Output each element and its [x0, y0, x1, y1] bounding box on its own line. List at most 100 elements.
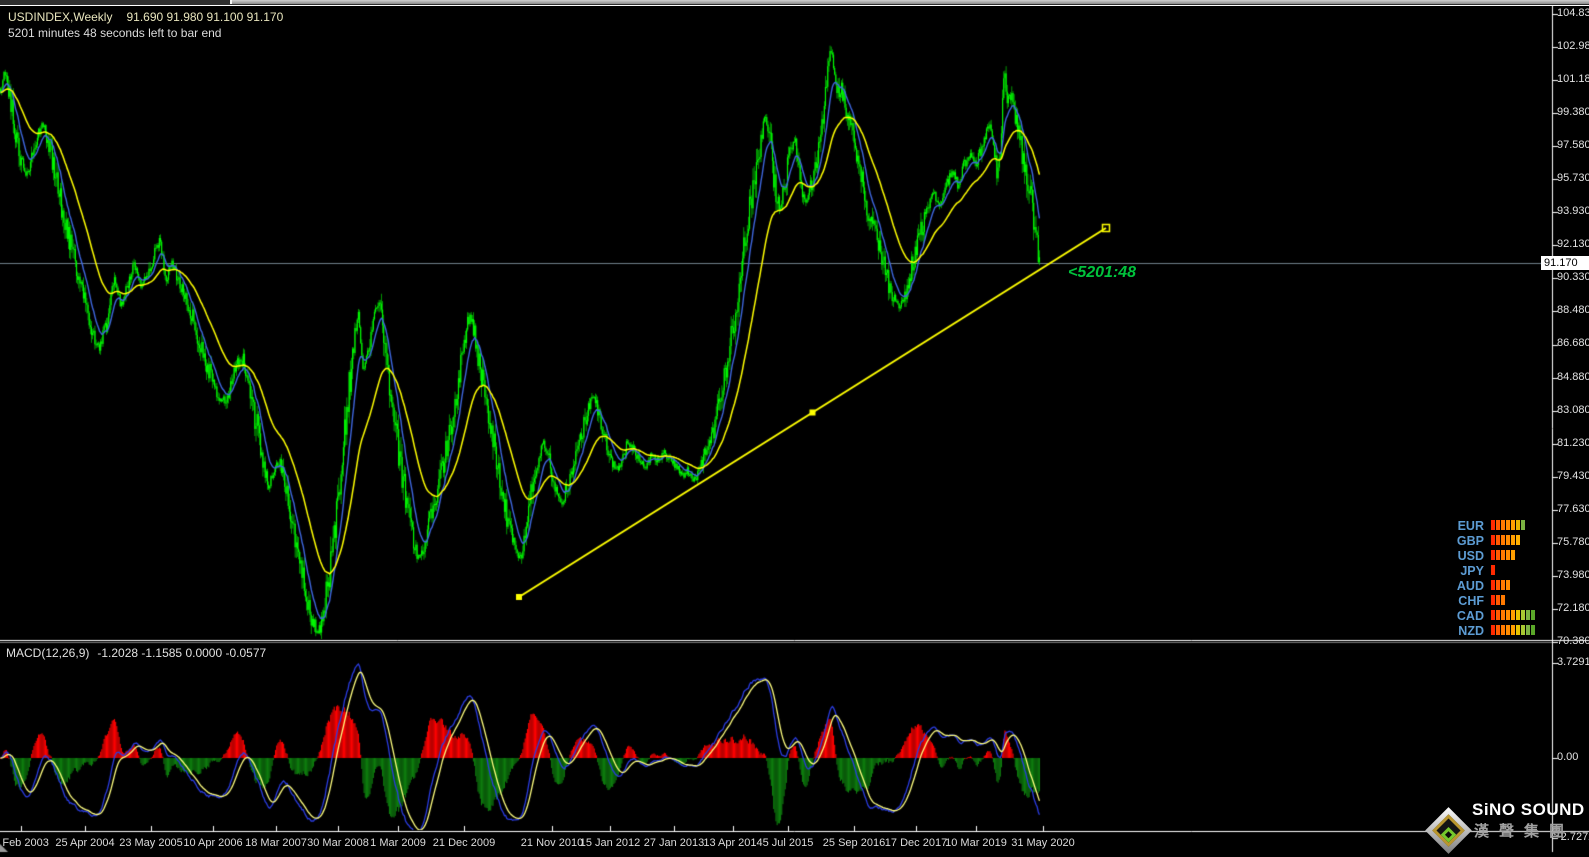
macd-values: -1.2028 -1.1585 0.0000 -0.0577 — [97, 646, 267, 660]
currency-strength-bars — [1491, 562, 1496, 580]
strength-bar — [1516, 610, 1520, 620]
currency-strength-row-gbp: GBP — [1400, 532, 1521, 550]
diamond-inner-ring — [1432, 814, 1465, 847]
price-axis-label: 97.580 — [1557, 139, 1589, 151]
currency-code-label: CHF — [1458, 594, 1484, 608]
strength-bar — [1521, 625, 1525, 635]
current-price-box: 91.170 — [1541, 256, 1589, 270]
date-axis-label: 31 May 2020 — [1011, 837, 1075, 849]
strength-bar — [1501, 610, 1505, 620]
strength-bar — [1491, 550, 1495, 560]
date-axis-label: 30 Mar 2008 — [307, 837, 369, 849]
trendline-countdown-tag: <5201:48 — [1068, 264, 1137, 281]
strength-bar — [1491, 625, 1495, 635]
sino-sound-diamond-icon — [1425, 807, 1472, 854]
ohlc-values: 91.690 91.980 91.100 91.170 — [126, 10, 284, 24]
currency-code-label: AUD — [1456, 579, 1484, 593]
currency-strength-bars — [1491, 547, 1516, 565]
price-axis-label: 83.080 — [1557, 404, 1589, 416]
strength-bar — [1516, 535, 1520, 545]
date-axis-label: 21 Nov 2010 — [520, 837, 584, 849]
strength-bar — [1491, 565, 1495, 575]
strength-bar — [1491, 535, 1495, 545]
bar-countdown-label: 5201 minutes 48 seconds left to bar end — [8, 26, 222, 40]
currency-strength-row-cad: CAD — [1400, 607, 1536, 625]
macd-indicator-label: MACD(12,26,9) -1.2028 -1.1585 0.0000 -0.0… — [6, 646, 266, 660]
currency-code-label: GBP — [1456, 534, 1484, 548]
strength-bar — [1496, 580, 1500, 590]
scrollbar-thumb[interactable] — [230, 0, 1589, 4]
currency-strength-bars — [1491, 622, 1536, 640]
strength-bar — [1531, 625, 1535, 635]
currency-strength-row-aud: AUD — [1400, 577, 1511, 593]
strength-bar — [1511, 535, 1515, 545]
macd-axis-label: -2.7272 — [1557, 831, 1589, 843]
price-axis-label: 73.980 — [1557, 569, 1589, 581]
strength-bar — [1501, 550, 1505, 560]
currency-code-label: USD — [1457, 549, 1484, 563]
date-axis-label: 25 Apr 2004 — [55, 837, 115, 849]
currency-strength-row-eur: EUR — [1400, 517, 1526, 535]
strength-bar — [1511, 610, 1515, 620]
currency-strength-bars — [1491, 592, 1506, 610]
strength-bar — [1511, 550, 1515, 560]
price-axis-label: 81.230 — [1557, 437, 1589, 449]
symbol-period-label: USDINDEX,Weekly — [8, 10, 113, 24]
date-axis-label: 18 Mar 2007 — [245, 837, 307, 849]
strength-bar — [1501, 580, 1505, 590]
price-axis-label: 101.18 — [1557, 73, 1589, 85]
strength-bar — [1506, 520, 1510, 530]
strength-bar — [1506, 580, 1510, 590]
macd-name: MACD(12,26,9) — [6, 646, 90, 660]
strength-bar — [1491, 520, 1495, 530]
date-axis-label: 27 Jan 2013 — [643, 837, 705, 849]
strength-bar — [1501, 595, 1505, 605]
date-axis-label: 15 Jan 2012 — [579, 837, 641, 849]
price-axis-label: 70.380 — [1557, 635, 1589, 647]
diamond-core — [1440, 826, 1457, 843]
strength-bar — [1496, 520, 1500, 530]
strength-bar — [1496, 610, 1500, 620]
date-axis-label: 23 May 2005 — [119, 837, 183, 849]
currency-code-label: NZD — [1458, 624, 1484, 638]
price-axis-label: 95.730 — [1557, 172, 1589, 184]
price-axis-label: 90.330 — [1557, 271, 1589, 283]
date-axis-label: 10 Apr 2006 — [183, 837, 243, 849]
strength-bar — [1506, 625, 1510, 635]
currency-strength-bars — [1491, 532, 1521, 550]
currency-strength-bars — [1491, 607, 1536, 625]
strength-bar — [1496, 535, 1500, 545]
strength-bar — [1506, 550, 1510, 560]
price-axis-label: 84.880 — [1557, 371, 1589, 383]
strength-bar — [1496, 625, 1500, 635]
price-axis-label: 104.83 — [1557, 7, 1589, 19]
price-axis-label: 93.930 — [1557, 205, 1589, 217]
price-axis-label: 79.430 — [1557, 470, 1589, 482]
currency-code-label: EUR — [1457, 519, 1484, 533]
date-axis-label: 25 Sep 2016 — [822, 837, 886, 849]
date-axis-label: 17 Dec 2017 — [884, 837, 948, 849]
price-axis-label: 77.630 — [1557, 503, 1589, 515]
strength-bar — [1496, 595, 1500, 605]
macd-axis-label: 0.00 — [1557, 751, 1579, 763]
brand-name: SiNO SOUND — [1472, 800, 1585, 819]
strength-bar — [1506, 535, 1510, 545]
price-axis-label: 72.180 — [1557, 602, 1589, 614]
currency-strength-row-usd: USD — [1400, 547, 1516, 565]
date-axis-label: 21 Dec 2009 — [432, 837, 496, 849]
date-axis-label: 1 Mar 2009 — [370, 837, 426, 849]
strength-bar — [1521, 520, 1525, 530]
date-axis-label: 5 Jul 2015 — [762, 837, 814, 849]
date-axis-label: 10 Mar 2019 — [945, 837, 1007, 849]
strength-bar — [1496, 550, 1500, 560]
date-axis-label: 13 Apr 2014 — [703, 837, 763, 849]
strength-bar — [1506, 610, 1510, 620]
price-axis-label: 99.380 — [1557, 106, 1589, 118]
currency-strength-row-chf: CHF — [1400, 592, 1506, 610]
strength-bar — [1491, 595, 1495, 605]
horizontal-scrollbar[interactable] — [0, 0, 1589, 6]
date-axis-label: 2 Feb 2003 — [0, 837, 49, 849]
currency-strength-bars — [1491, 517, 1526, 535]
